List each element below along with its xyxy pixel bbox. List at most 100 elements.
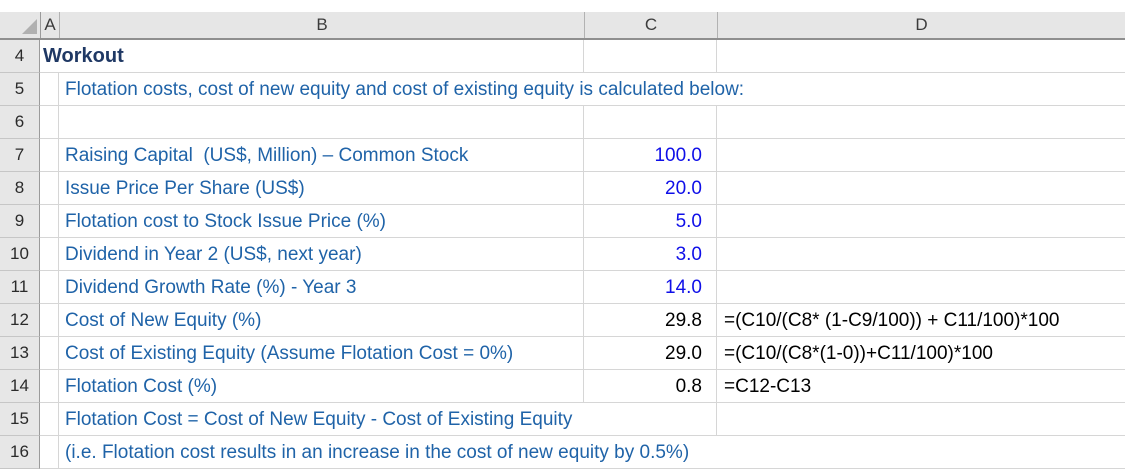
column-header-row: A B C D bbox=[0, 12, 1125, 40]
cell-B11[interactable]: Dividend Growth Rate (%) - Year 3 bbox=[59, 271, 584, 304]
cell-D10[interactable] bbox=[717, 238, 1125, 271]
cell-text: Flotation Cost (%) bbox=[65, 375, 218, 397]
cell-C16[interactable] bbox=[584, 436, 717, 469]
cell-B4[interactable] bbox=[59, 40, 584, 73]
cell-B14[interactable]: Flotation Cost (%) bbox=[59, 370, 584, 403]
top-whitespace bbox=[0, 0, 1125, 12]
cell-value: 14.0 bbox=[665, 276, 702, 298]
cell-C15[interactable] bbox=[584, 403, 717, 436]
formula-text: =(C10/(C8* (1-C9/100)) + C11/100)*100 bbox=[724, 309, 1060, 331]
cell-A12[interactable] bbox=[40, 304, 59, 337]
cell-B9[interactable]: Flotation cost to Stock Issue Price (%) bbox=[59, 205, 584, 238]
cell-text: Dividend in Year 2 (US$, next year) bbox=[65, 243, 362, 265]
cell-A16[interactable] bbox=[40, 436, 59, 469]
row-header-16[interactable]: 16 bbox=[0, 436, 40, 469]
cell-D8[interactable] bbox=[717, 172, 1125, 205]
cell-D9[interactable] bbox=[717, 205, 1125, 238]
cell-text: Raising Capital (US$, Million) – Common … bbox=[65, 144, 469, 166]
cell-A5[interactable] bbox=[40, 73, 59, 106]
sheet-row-12: 12 Cost of New Equity (%) 29.8 =(C10/(C8… bbox=[0, 304, 1125, 337]
row-header-4[interactable]: 4 bbox=[0, 40, 40, 73]
cell-C12[interactable]: 29.8 bbox=[584, 304, 717, 337]
cell-C11[interactable]: 14.0 bbox=[584, 271, 717, 304]
cell-value: 29.0 bbox=[665, 342, 702, 364]
sheet-row-6: 6 bbox=[0, 106, 1125, 139]
cell-D12[interactable]: =(C10/(C8* (1-C9/100)) + C11/100)*100 bbox=[717, 304, 1125, 337]
row-header-7[interactable]: 7 bbox=[0, 139, 40, 172]
cell-C10[interactable]: 3.0 bbox=[584, 238, 717, 271]
cell-value: 0.8 bbox=[675, 375, 702, 397]
cell-D5[interactable] bbox=[717, 73, 1125, 106]
cell-D7[interactable] bbox=[717, 139, 1125, 172]
row-header-5[interactable]: 5 bbox=[0, 73, 40, 106]
row-header-15[interactable]: 15 bbox=[0, 403, 40, 436]
sheet-row-11: 11 Dividend Growth Rate (%) - Year 3 14.… bbox=[0, 271, 1125, 304]
cell-text: Cost of Existing Equity (Assume Flotatio… bbox=[65, 342, 514, 364]
cell-text: Flotation costs, cost of new equity and … bbox=[65, 78, 745, 100]
sheet-row-10: 10 Dividend in Year 2 (US$, next year) 3… bbox=[0, 238, 1125, 271]
cell-A8[interactable] bbox=[40, 172, 59, 205]
cell-B8[interactable]: Issue Price Per Share (US$) bbox=[59, 172, 584, 205]
cell-A15[interactable] bbox=[40, 403, 59, 436]
row-header-10[interactable]: 10 bbox=[0, 238, 40, 271]
row-header-13[interactable]: 13 bbox=[0, 337, 40, 370]
sheet-row-16: 16 (i.e. Flotation cost results in an in… bbox=[0, 436, 1125, 469]
sheet-row-9: 9 Flotation cost to Stock Issue Price (%… bbox=[0, 205, 1125, 238]
cell-text: Flotation Cost = Cost of New Equity - Co… bbox=[65, 408, 573, 430]
cell-D4[interactable] bbox=[717, 40, 1125, 73]
cell-C4[interactable] bbox=[584, 40, 717, 73]
cell-A10[interactable] bbox=[40, 238, 59, 271]
cell-B5[interactable]: Flotation costs, cost of new equity and … bbox=[59, 73, 744, 106]
cell-D6[interactable] bbox=[717, 106, 1125, 139]
sheet-row-14: 14 Flotation Cost (%) 0.8 =C12-C13 bbox=[0, 370, 1125, 403]
cell-B12[interactable]: Cost of New Equity (%) bbox=[59, 304, 584, 337]
cell-B15[interactable]: Flotation Cost = Cost of New Equity - Co… bbox=[59, 403, 584, 436]
cell-B10[interactable]: Dividend in Year 2 (US$, next year) bbox=[59, 238, 584, 271]
cell-D11[interactable] bbox=[717, 271, 1125, 304]
row-header-11[interactable]: 11 bbox=[0, 271, 40, 304]
cell-A11[interactable] bbox=[40, 271, 59, 304]
cell-value: 100.0 bbox=[654, 144, 702, 166]
formula-text: =C12-C13 bbox=[724, 375, 812, 397]
cell-C9[interactable]: 5.0 bbox=[584, 205, 717, 238]
row-header-6[interactable]: 6 bbox=[0, 106, 40, 139]
cell-A7[interactable] bbox=[40, 139, 59, 172]
cell-D14[interactable]: =C12-C13 bbox=[717, 370, 1125, 403]
sheet-row-7: 7 Raising Capital (US$, Million) – Commo… bbox=[0, 139, 1125, 172]
row-header-14[interactable]: 14 bbox=[0, 370, 40, 403]
cell-C14[interactable]: 0.8 bbox=[584, 370, 717, 403]
cell-text: Issue Price Per Share (US$) bbox=[65, 177, 305, 199]
cell-B6[interactable] bbox=[59, 106, 584, 139]
cell-A13[interactable] bbox=[40, 337, 59, 370]
cell-A9[interactable] bbox=[40, 205, 59, 238]
cell-C7[interactable]: 100.0 bbox=[584, 139, 717, 172]
cell-A14[interactable] bbox=[40, 370, 59, 403]
cell-C13[interactable]: 29.0 bbox=[584, 337, 717, 370]
row-header-8[interactable]: 8 bbox=[0, 172, 40, 205]
cell-B7[interactable]: Raising Capital (US$, Million) – Common … bbox=[59, 139, 584, 172]
cell-text: Workout bbox=[43, 45, 124, 67]
row-header-9[interactable]: 9 bbox=[0, 205, 40, 238]
cell-B13[interactable]: Cost of Existing Equity (Assume Flotatio… bbox=[59, 337, 584, 370]
column-header-b[interactable]: B bbox=[60, 12, 585, 38]
column-header-d[interactable]: D bbox=[915, 15, 928, 34]
cell-C8[interactable]: 20.0 bbox=[584, 172, 717, 205]
cell-value: 20.0 bbox=[665, 177, 702, 199]
cell-A6[interactable] bbox=[40, 106, 59, 139]
row-header-12[interactable]: 12 bbox=[0, 304, 40, 337]
column-header-c[interactable]: C bbox=[585, 12, 718, 38]
cell-C6[interactable] bbox=[584, 106, 717, 139]
column-header-a[interactable]: A bbox=[41, 12, 60, 38]
cell-text: Dividend Growth Rate (%) - Year 3 bbox=[65, 276, 357, 298]
cell-C5[interactable] bbox=[584, 73, 717, 106]
cell-value: 29.8 bbox=[665, 309, 702, 331]
select-all-corner[interactable] bbox=[0, 12, 41, 38]
cell-A4[interactable]: Workout bbox=[40, 40, 124, 73]
sheet-row-15: 15 Flotation Cost = Cost of New Equity -… bbox=[0, 403, 1125, 436]
cell-D13[interactable]: =(C10/(C8*(1-0))+C11/100)*100 bbox=[717, 337, 1125, 370]
cell-value: 3.0 bbox=[675, 243, 702, 265]
cell-D15[interactable] bbox=[717, 403, 1125, 436]
cell-B16[interactable]: (i.e. Flotation cost results in an incre… bbox=[59, 436, 689, 469]
cell-D16[interactable] bbox=[717, 436, 1125, 469]
